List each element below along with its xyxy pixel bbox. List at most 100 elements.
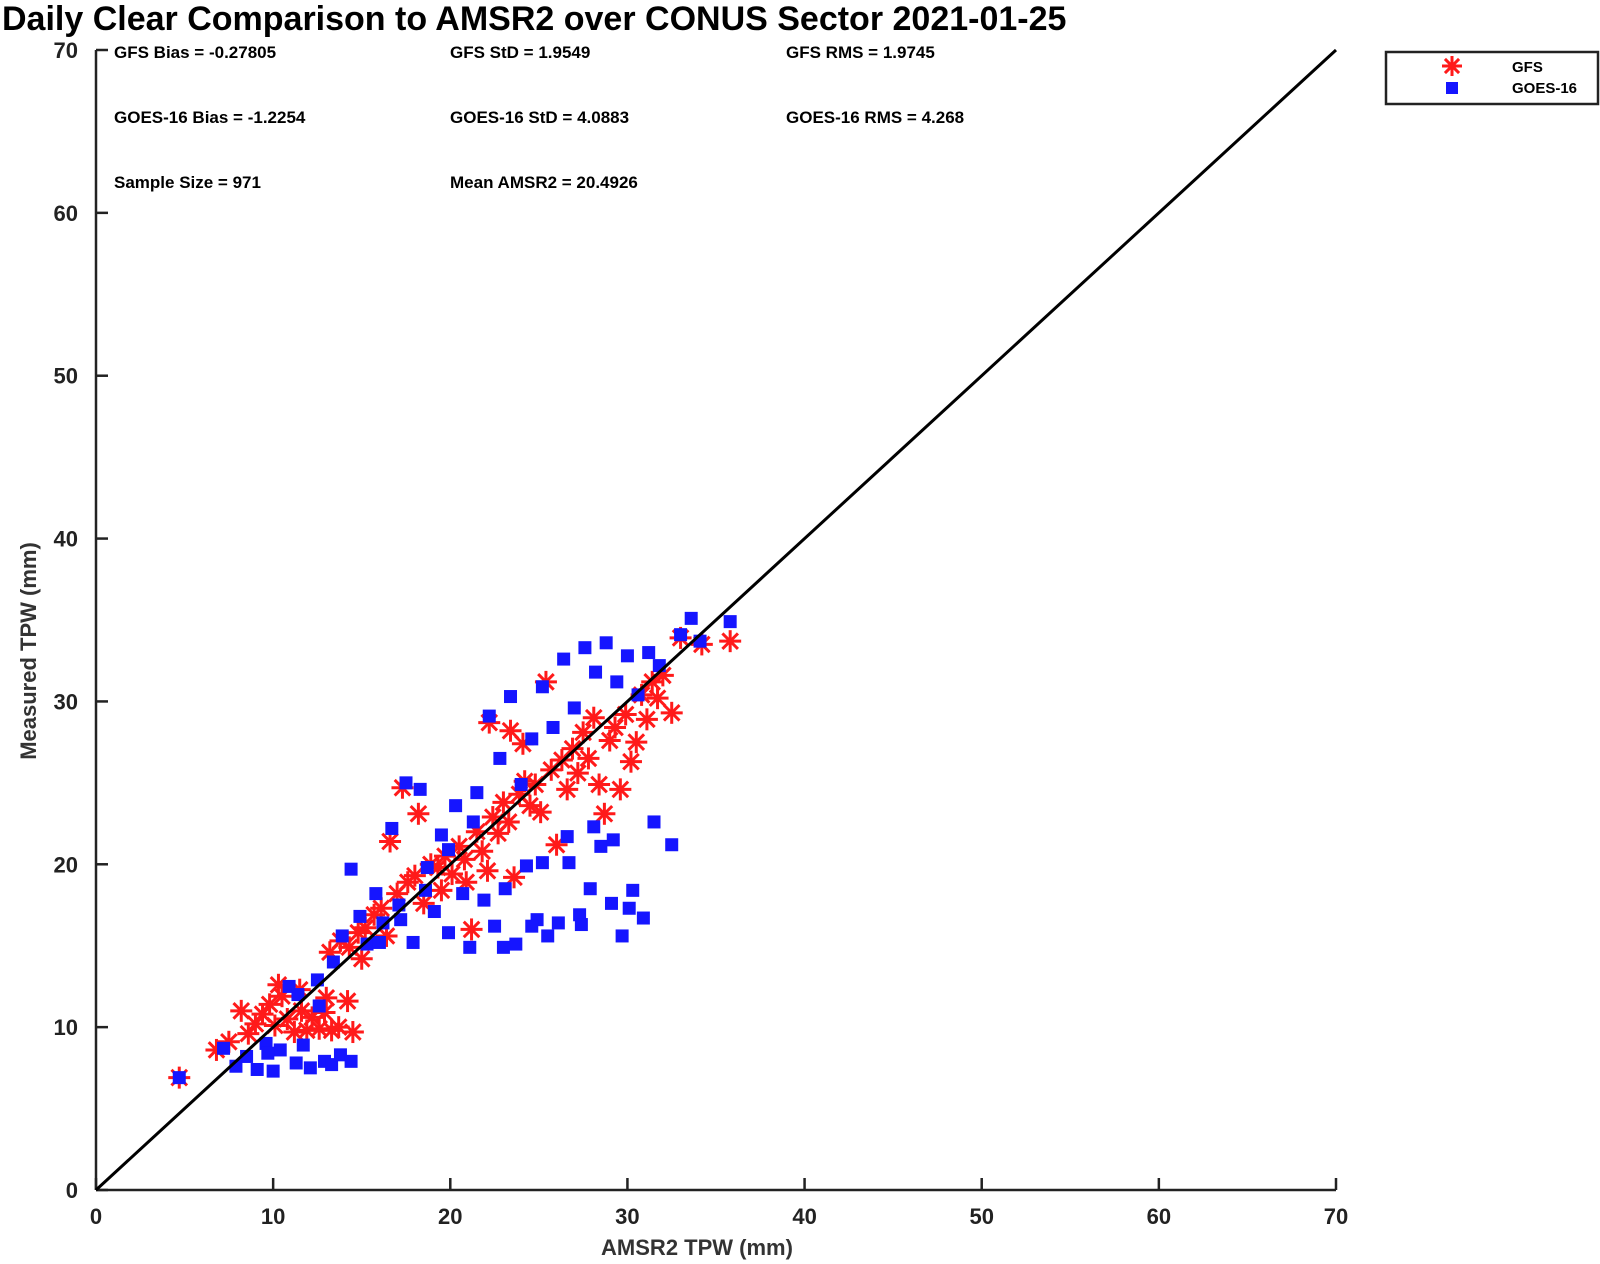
goes-16-point	[406, 935, 420, 949]
goes-16-point	[477, 893, 491, 907]
goes-16-point	[610, 675, 624, 689]
legend-gfs-asterisk-icon	[1442, 56, 1462, 76]
goes-16-point	[394, 913, 408, 927]
stat-gfs-std: GFS StD = 1.9549	[450, 43, 590, 62]
x-axis-label: AMSR2 TPW (mm)	[601, 1235, 793, 1260]
stats-block: GFS Bias = -0.27805 GFS StD = 1.9549 GFS…	[114, 43, 964, 192]
goes-16-point	[541, 929, 555, 943]
y-tick-label: 20	[54, 852, 78, 877]
goes-16-point	[434, 828, 448, 842]
legend-goes-square-icon	[1446, 82, 1458, 94]
goes-16-point	[289, 1056, 303, 1070]
x-tick-label: 40	[792, 1204, 816, 1229]
stat-mean-amsr2: Mean AMSR2 = 20.4926	[450, 173, 638, 192]
goes-16-point	[599, 636, 613, 650]
goes-16-point	[684, 611, 698, 625]
gfs-point	[258, 993, 281, 1016]
chart-title: Daily Clear Comparison to AMSR2 over CON…	[2, 0, 1066, 38]
gfs-point	[635, 708, 658, 731]
gfs-point	[497, 810, 520, 833]
x-tick-label: 70	[1324, 1204, 1348, 1229]
goes-16-point	[325, 1058, 339, 1072]
goes-16-point	[326, 955, 340, 969]
goes-16-point	[535, 680, 549, 694]
gfs-point	[407, 802, 430, 825]
x-tick-label: 10	[261, 1204, 285, 1229]
goes-16-point	[250, 1062, 264, 1076]
goes-16-point	[261, 1046, 275, 1060]
legend: GFS GOES-16	[1384, 50, 1600, 106]
goes-16-point	[525, 919, 539, 933]
goes-16-point	[172, 1071, 186, 1085]
goes-16-point	[385, 821, 399, 835]
goes-16-point	[562, 856, 576, 870]
gfs-point	[290, 999, 313, 1022]
goes-16-point	[420, 861, 434, 875]
goes-16-point	[557, 652, 571, 666]
goes-16-point	[498, 882, 512, 896]
legend-goes-label: GOES-16	[1512, 80, 1577, 97]
goes-16-point	[442, 843, 456, 857]
gfs-point	[588, 773, 611, 796]
goes-16-point	[449, 799, 463, 813]
gfs-point	[619, 750, 642, 773]
gfs-point	[598, 729, 621, 752]
y-tick-label: 60	[54, 201, 78, 226]
goes-16-point	[266, 1064, 280, 1078]
goes-16-point	[504, 690, 518, 704]
gfs-point	[370, 897, 393, 920]
goes-16-point	[636, 911, 650, 925]
y-tick-label: 50	[54, 364, 78, 389]
goes-16-point	[631, 688, 645, 702]
y-tick-label: 30	[54, 689, 78, 714]
goes-16-point	[493, 751, 507, 765]
goes-16-point	[519, 859, 533, 873]
goes-16-point	[525, 732, 539, 746]
goes-16-point	[413, 782, 427, 796]
gfs-point	[572, 721, 595, 744]
goes-16-point	[574, 918, 588, 932]
goes-16-point	[587, 820, 601, 834]
x-tick-label: 60	[1147, 1204, 1171, 1229]
goes-16-point	[551, 916, 565, 930]
goes-16-point	[463, 940, 477, 954]
goes-16-point	[674, 628, 688, 642]
gfs-point	[609, 778, 632, 801]
goes-16-point	[583, 882, 597, 896]
gfs-point	[403, 864, 426, 887]
gfs-point	[336, 990, 359, 1013]
goes-16-point	[312, 999, 326, 1013]
stat-gfs-bias: GFS Bias = -0.27805	[114, 43, 276, 62]
goes-16-point	[344, 862, 358, 876]
gfs-point	[582, 706, 605, 729]
goes-16-point	[466, 815, 480, 829]
x-tick-label: 0	[90, 1204, 102, 1229]
goes-16-point	[376, 916, 390, 930]
goes-16-point	[615, 929, 629, 943]
axes	[94, 50, 1336, 1192]
gfs-point	[577, 747, 600, 770]
goes-16-point	[369, 887, 383, 901]
x-axis-ticks: 0 10 20 30 40 50 60 70	[90, 1178, 1348, 1229]
gfs-point	[341, 1021, 364, 1044]
goes-16-point	[620, 649, 634, 663]
goes-16-point	[470, 786, 484, 800]
gfs-point	[492, 791, 515, 814]
gfs-point	[430, 879, 453, 902]
goes-16-point	[291, 988, 305, 1002]
goes-16-point	[303, 1061, 317, 1075]
y-tick-label: 70	[54, 38, 78, 63]
goes-16-point	[442, 926, 456, 940]
goes-16-point	[589, 665, 603, 679]
goes-16-point	[647, 815, 661, 829]
gfs-point	[556, 778, 579, 801]
goes-16-point	[482, 709, 496, 723]
gfs-point	[230, 999, 253, 1022]
goes-16-point	[372, 935, 386, 949]
y-tick-label: 40	[54, 527, 78, 552]
goes-16-point	[217, 1041, 231, 1055]
goes-16-point	[333, 1048, 347, 1062]
x-tick-label: 30	[615, 1204, 639, 1229]
legend-gfs-label: GFS	[1512, 59, 1543, 76]
gfs-point	[561, 737, 584, 760]
